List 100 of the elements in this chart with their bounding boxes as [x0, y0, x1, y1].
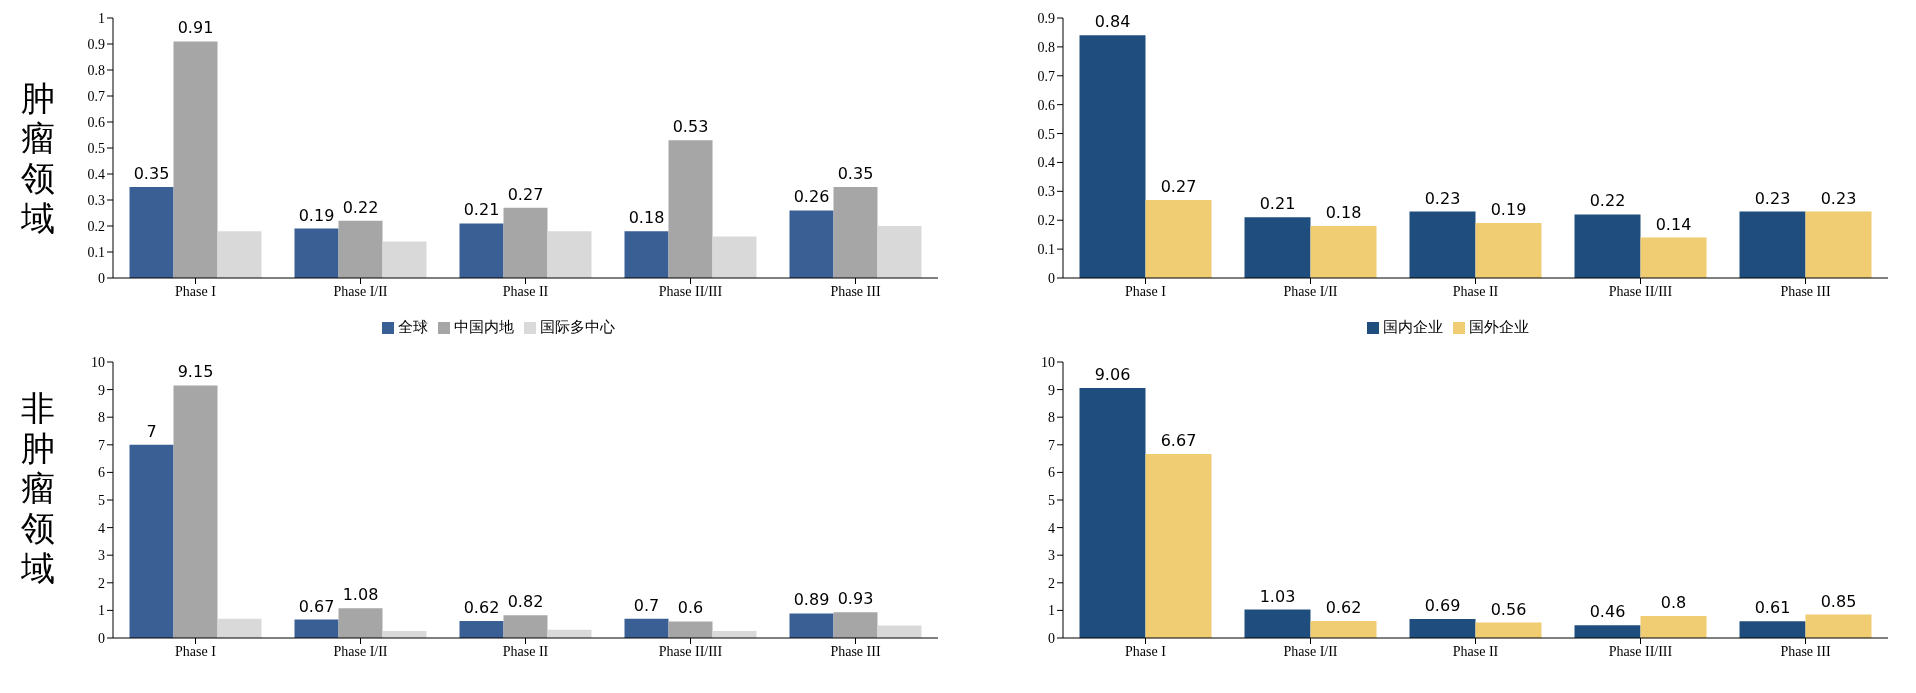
y-tick-label: 0: [98, 270, 105, 286]
x-tick-label: Phase I/II: [333, 643, 388, 659]
bar: [1739, 211, 1806, 278]
data-label: 1.03: [1259, 586, 1296, 606]
data-label: 0.23: [1424, 188, 1461, 208]
data-label: 0.46: [1589, 602, 1626, 622]
y-tick-label: 0.2: [87, 218, 105, 234]
data-label: 1.08: [342, 585, 379, 605]
data-label: 0.85: [1820, 591, 1857, 611]
bar: [624, 618, 669, 638]
bar: [1145, 453, 1212, 638]
data-label: 0.14: [1655, 214, 1692, 234]
x-tick-label: Phase III: [1780, 283, 1831, 299]
data-label: 0.27: [1160, 177, 1197, 196]
bar: [217, 618, 262, 638]
bar: [789, 613, 834, 638]
bar: [1310, 620, 1377, 638]
y-tick-label: 0: [98, 630, 105, 646]
data-label: 0.18: [1325, 203, 1362, 222]
y-tick-label: 0.1: [1037, 242, 1055, 258]
bar: [1475, 223, 1542, 278]
legend-label: 中国内地: [453, 318, 514, 336]
x-tick-label: Phase II/III: [1608, 643, 1673, 659]
data-label: 0.6: [677, 598, 704, 618]
bar: [1805, 211, 1872, 278]
bar: [338, 220, 383, 278]
x-tick-label: Phase II/III: [1608, 283, 1673, 299]
y-tick-label: 0.6: [87, 114, 105, 130]
x-tick-label: Phase I: [175, 283, 217, 299]
data-label: 0.18: [628, 208, 665, 228]
x-tick-label: Phase I: [1125, 283, 1167, 299]
bar: [173, 385, 218, 638]
x-tick-label: Phase I/II: [1283, 283, 1338, 299]
y-tick-label: 3: [1048, 548, 1055, 564]
y-tick-label: 6: [1048, 465, 1055, 481]
data-label: 0.7: [633, 595, 660, 615]
y-tick-label: 9: [1048, 382, 1055, 398]
bar: [1310, 226, 1377, 278]
data-label: 9.15: [177, 362, 214, 382]
bar: [1244, 609, 1311, 638]
y-tick-label: 3: [98, 548, 105, 564]
data-label: 0.62: [463, 597, 500, 617]
x-tick-label: Phase II: [502, 283, 549, 299]
y-tick-label: 7: [98, 437, 105, 453]
data-label: 0.56: [1490, 599, 1527, 619]
y-tick-label: 5: [98, 492, 105, 508]
y-tick-label: 9: [98, 382, 105, 398]
y-tick-label: 5: [1048, 492, 1055, 508]
legend-label: 国外企业: [1469, 318, 1529, 336]
bar: [382, 241, 427, 278]
data-label: 0.22: [1589, 191, 1626, 211]
y-tick-label: 0.1: [87, 244, 105, 260]
x-tick-label: Phase II/III: [658, 283, 723, 299]
legend-label: 国际多中心: [539, 318, 615, 336]
bar: [789, 210, 834, 278]
data-label: 0.84: [1094, 12, 1131, 32]
y-tick-label: 4: [1048, 520, 1055, 536]
x-tick-label: Phase I: [1125, 643, 1167, 659]
y-tick-label: 2: [1048, 575, 1055, 591]
data-label: 0.27: [507, 184, 544, 204]
data-label: 0.69: [1424, 595, 1461, 615]
bar: [294, 619, 339, 638]
y-tick-label: 1: [98, 603, 105, 619]
data-label: 0.53: [672, 117, 709, 137]
bar: [217, 231, 262, 278]
bar: [1475, 622, 1542, 638]
x-tick-label: Phase I: [175, 643, 217, 659]
x-tick-label: Phase II: [1452, 643, 1499, 659]
data-label: 9.06: [1094, 364, 1131, 384]
bar: [1739, 621, 1806, 638]
y-tick-label: 8: [98, 410, 105, 426]
bar: [1640, 615, 1707, 638]
y-tick-label: 0.4: [87, 166, 105, 182]
bar: [668, 621, 713, 638]
data-label: 0.8: [1660, 592, 1687, 612]
data-label: 0.35: [837, 164, 874, 183]
y-axis-title: 肿瘤领域: [21, 78, 55, 238]
data-label: 0.89: [793, 590, 830, 610]
y-tick-label: 0: [1048, 630, 1055, 646]
y-axis-title: 非肿瘤领域: [21, 388, 55, 588]
data-label: 0.23: [1754, 188, 1791, 208]
y-tick-label: 6: [98, 465, 105, 481]
y-tick-label: 0.5: [87, 140, 105, 156]
y-tick-label: 0: [1048, 270, 1055, 286]
bar: [503, 615, 548, 638]
legend-label: 国内企业: [1383, 318, 1443, 336]
bar: [1409, 211, 1476, 278]
data-label: 0.21: [1259, 194, 1296, 214]
legend-label: 全球: [397, 318, 428, 336]
data-label: 0.91: [177, 18, 214, 38]
y-tick-label: 2: [98, 575, 105, 591]
bar: [1079, 387, 1146, 638]
data-label: 0.35: [133, 164, 170, 183]
data-label: 0.26: [793, 187, 830, 207]
data-label: 0.22: [342, 197, 379, 217]
y-tick-label: 0.5: [1037, 126, 1055, 142]
y-tick-label: 0.7: [1037, 68, 1055, 84]
bar: [459, 223, 504, 278]
data-label: 0.19: [1490, 200, 1527, 220]
data-label: 0.62: [1325, 597, 1362, 617]
